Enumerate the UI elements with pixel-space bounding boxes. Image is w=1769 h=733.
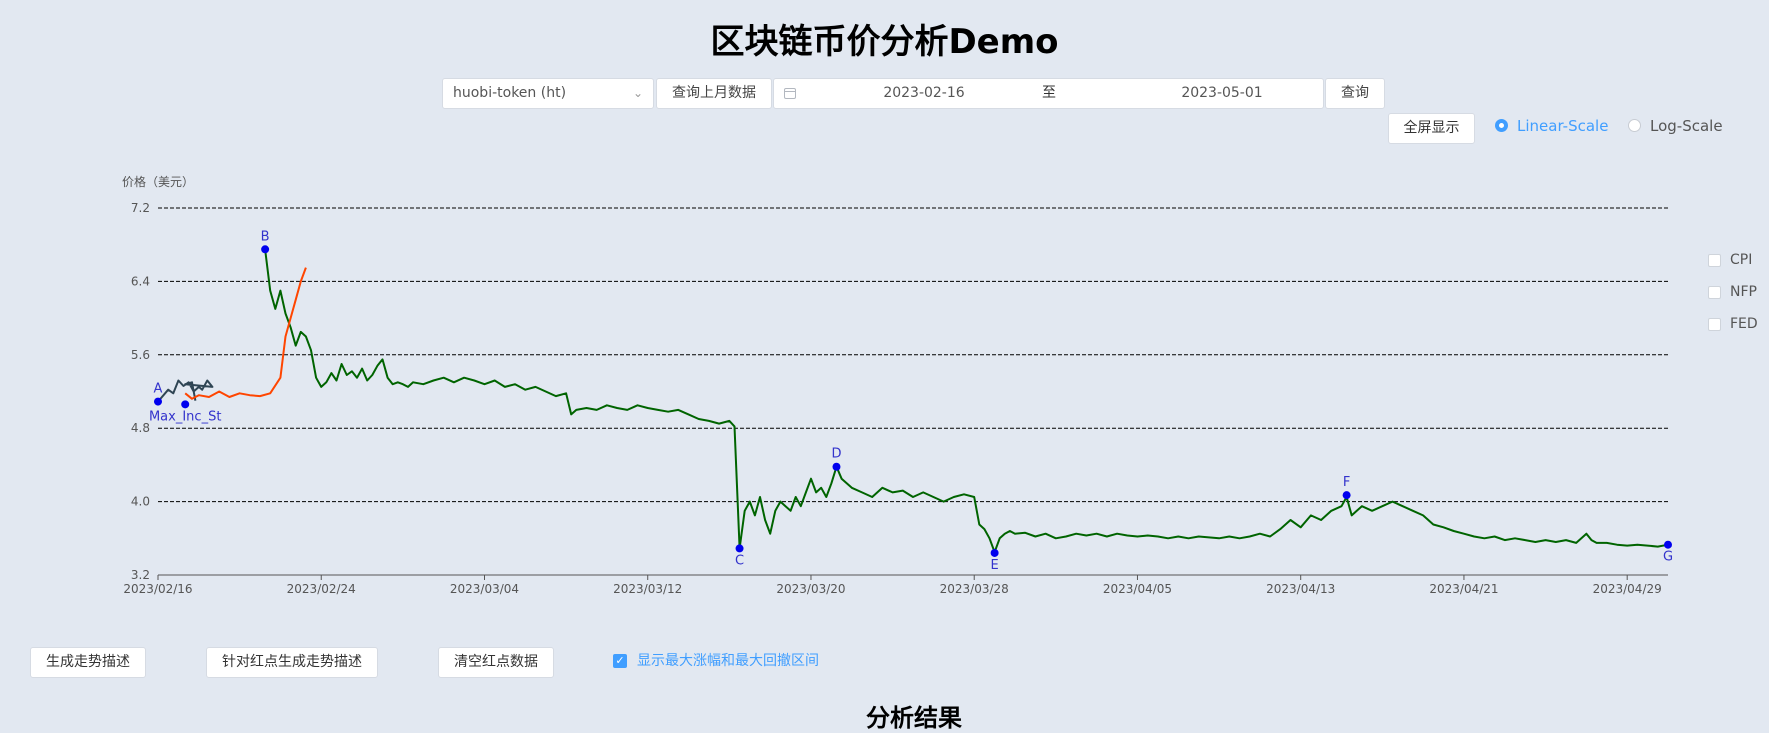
- log-scale-label: Log-Scale: [1650, 117, 1723, 135]
- marker-point: [990, 548, 999, 557]
- x-tick-label: 2023/04/05: [1103, 582, 1172, 596]
- y-tick-label: 7.2: [131, 201, 150, 215]
- query-last-month-button[interactable]: 查询上月数据: [656, 78, 772, 109]
- clear-red-points-button[interactable]: 清空红点数据: [438, 647, 554, 678]
- marker-point: [154, 397, 162, 406]
- series-line-main: [264, 249, 1669, 554]
- series-line-max-increase: [184, 267, 307, 400]
- date-range-separator: 至: [1042, 85, 1056, 101]
- results-title: 分析结果: [866, 704, 962, 732]
- date-end-input[interactable]: 2023-05-01: [1181, 85, 1263, 101]
- checkbox-icon: [1708, 318, 1721, 331]
- marker-point: [1342, 491, 1351, 500]
- cpi-label: CPI: [1730, 252, 1753, 268]
- marker-label: G: [1663, 550, 1673, 565]
- checkbox-icon: [1708, 254, 1721, 267]
- x-tick-label: 2023/03/12: [613, 582, 682, 596]
- date-start-input[interactable]: 2023-02-16: [883, 85, 965, 101]
- y-tick-label: 4.8: [131, 421, 150, 435]
- x-tick-label: 2023/02/16: [123, 582, 192, 596]
- coin-select-value: huobi-token (ht): [453, 85, 567, 101]
- x-tick-label: 2023/04/29: [1593, 582, 1662, 596]
- x-tick-label: 2023/03/04: [450, 582, 519, 596]
- y-axis-label: 价格（美元）: [122, 174, 194, 189]
- radio-unchecked-icon: [1628, 119, 1641, 132]
- marker-label: F: [1343, 475, 1350, 490]
- marker-label: C: [735, 553, 744, 568]
- date-range-picker[interactable]: 2023-02-16 至 2023-05-01: [773, 78, 1324, 109]
- chevron-down-icon: ⌄: [632, 86, 643, 100]
- generate-red-trend-button[interactable]: 针对红点生成走势描述: [206, 647, 378, 678]
- linear-scale-label: Linear-Scale: [1517, 117, 1609, 135]
- generate-trend-button[interactable]: 生成走势描述: [30, 647, 146, 678]
- x-tick-label: 2023/04/13: [1266, 582, 1335, 596]
- x-tick-label: 2023/02/24: [287, 582, 356, 596]
- y-tick-label: 3.2: [131, 568, 150, 582]
- marker-label: B: [261, 229, 270, 244]
- marker-label: A: [154, 382, 163, 397]
- y-tick-label: 4.0: [131, 495, 150, 509]
- nfp-label: NFP: [1730, 284, 1757, 300]
- calendar-icon: [784, 88, 796, 99]
- show-range-label: 显示最大涨幅和最大回撤区间: [637, 653, 819, 669]
- marker-label: E: [991, 558, 999, 573]
- query-button[interactable]: 查询: [1325, 78, 1385, 109]
- checkbox-icon: [1708, 286, 1721, 299]
- radio-checked-icon: [1495, 119, 1508, 132]
- marker-point: [181, 400, 190, 409]
- x-tick-label: 2023/03/28: [940, 582, 1009, 596]
- series-line-start: [157, 379, 214, 403]
- marker-point: [735, 544, 744, 553]
- marker-label: D: [831, 447, 841, 462]
- checkmark-icon: ✓: [613, 654, 627, 668]
- marker-point: [832, 462, 841, 471]
- y-tick-label: 6.4: [131, 274, 150, 288]
- marker-label: Max_Inc_St: [149, 409, 221, 424]
- price-chart: 价格（美元） 3.2 4.0 4.8 5.6 6.4 7.2 2023/02/16 2023/0…: [122, 174, 1673, 596]
- coin-select[interactable]: huobi-token (ht) ⌄: [442, 78, 654, 109]
- x-tick-label: 2023/03/20: [776, 582, 845, 596]
- marker-point: [1664, 540, 1672, 549]
- x-tick-label: 2023/04/21: [1429, 582, 1498, 596]
- fullscreen-button[interactable]: 全屏显示: [1388, 113, 1475, 144]
- marker-point: [261, 245, 270, 254]
- fed-label: FED: [1730, 316, 1758, 332]
- y-tick-label: 5.6: [131, 348, 150, 362]
- page-title: 区块链币价分析Demo: [710, 22, 1059, 62]
